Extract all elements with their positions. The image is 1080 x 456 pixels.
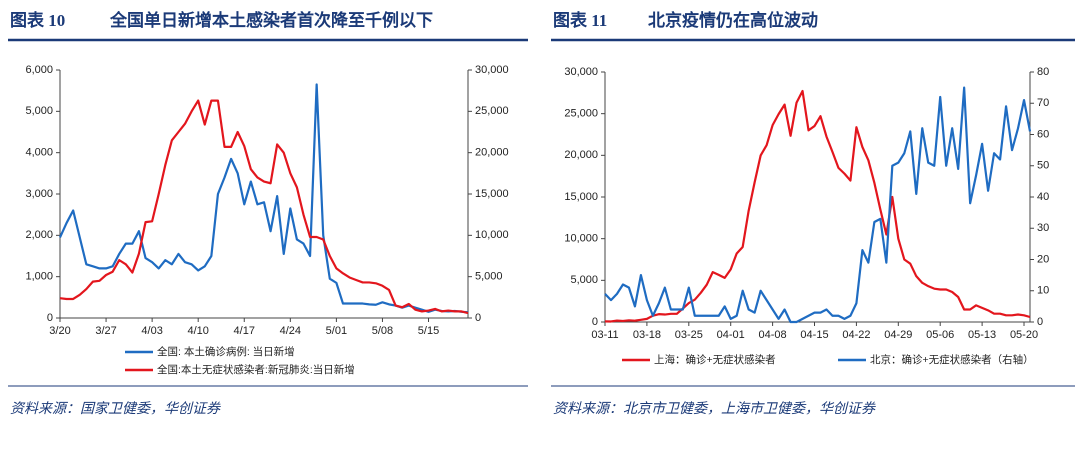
y-tick-label: 15,000 (564, 191, 598, 203)
x-tick-label: 05-20 (1010, 329, 1038, 341)
y2-tick-label: 0 (475, 312, 481, 324)
x-tick-label: 04-08 (759, 329, 787, 341)
y-tick-label: 0 (47, 312, 53, 324)
series-line (604, 89, 1031, 323)
y2-tick-label: 20 (1037, 253, 1049, 265)
y-tick-label: 10,000 (564, 233, 598, 245)
legend-label: 北京：确诊+无症状感染者（右轴） (870, 353, 1034, 366)
y2-tick-label: 5,000 (475, 271, 503, 283)
y2-tick-label: 10,000 (475, 229, 509, 241)
x-tick-label: 4/24 (280, 325, 301, 337)
x-tick-label: 4/03 (141, 325, 162, 337)
y2-tick-label: 30,000 (475, 64, 509, 76)
y2-tick-label: 10 (1037, 285, 1049, 297)
y2-tick-label: 70 (1037, 97, 1049, 109)
y-tick-label: 25,000 (564, 108, 598, 120)
chart-title: 北京疫情仍在高位波动 (648, 10, 818, 30)
y-tick-label: 5,000 (25, 105, 53, 117)
y-tick-label: 5,000 (570, 274, 598, 286)
series-line (59, 99, 469, 315)
y-tick-label: 2,000 (25, 229, 53, 241)
legend-label: 全国:本土无症状感染者:新冠肺炎:当日新增 (157, 363, 355, 376)
y2-tick-label: 80 (1037, 66, 1049, 78)
y-tick-label: 0 (592, 316, 598, 328)
y2-tick-label: 30 (1037, 222, 1049, 234)
y2-tick-label: 60 (1037, 128, 1049, 140)
x-tick-label: 3/20 (49, 325, 70, 337)
chart-title: 全国单日新增本土感染者首次降至千例以下 (109, 10, 433, 30)
y-tick-label: 1,000 (25, 271, 53, 283)
x-tick-label: 04-29 (884, 329, 912, 341)
x-tick-label: 4/10 (187, 325, 208, 337)
y2-tick-label: 0 (1037, 316, 1043, 328)
y2-tick-label: 50 (1037, 160, 1049, 172)
y-tick-label: 30,000 (564, 66, 598, 78)
y-tick-label: 4,000 (25, 147, 53, 159)
y2-tick-label: 20,000 (475, 147, 509, 159)
series-line (58, 83, 469, 314)
y-tick-label: 3,000 (25, 188, 53, 200)
legend-label: 上海：确诊+无症状感染者 (654, 353, 776, 366)
x-tick-label: 5/01 (326, 325, 347, 337)
source: 资料来源：国家卫健委，华创证券 (10, 401, 221, 417)
x-tick-label: 5/08 (372, 325, 393, 337)
y2-tick-label: 15,000 (475, 188, 509, 200)
x-tick-label: 05-06 (926, 329, 954, 341)
x-tick-label: 04-15 (800, 329, 828, 341)
y-tick-label: 6,000 (25, 64, 53, 76)
x-tick-label: 5/15 (418, 325, 439, 337)
x-tick-label: 03-11 (591, 329, 618, 341)
x-tick-label: 04-22 (842, 329, 870, 341)
y2-tick-label: 25,000 (475, 105, 509, 117)
x-tick-label: 04-01 (717, 329, 745, 341)
x-tick-label: 03-18 (633, 329, 661, 341)
x-tick-label: 4/17 (234, 325, 255, 337)
series-line (604, 86, 1032, 324)
x-tick-label: 03-25 (675, 329, 703, 341)
y2-tick-label: 40 (1037, 191, 1049, 203)
y-tick-label: 20,000 (564, 149, 598, 161)
source: 资料来源：北京市卫健委，上海市卫健委，华创证券 (553, 401, 876, 417)
figure-number: 图表 11 (553, 10, 607, 30)
x-tick-label: 3/27 (95, 325, 116, 337)
legend-label: 全国: 本土确诊病例: 当日新增 (157, 345, 295, 358)
x-tick-label: 05-13 (968, 329, 996, 341)
figure-number: 图表 10 (10, 10, 65, 30)
